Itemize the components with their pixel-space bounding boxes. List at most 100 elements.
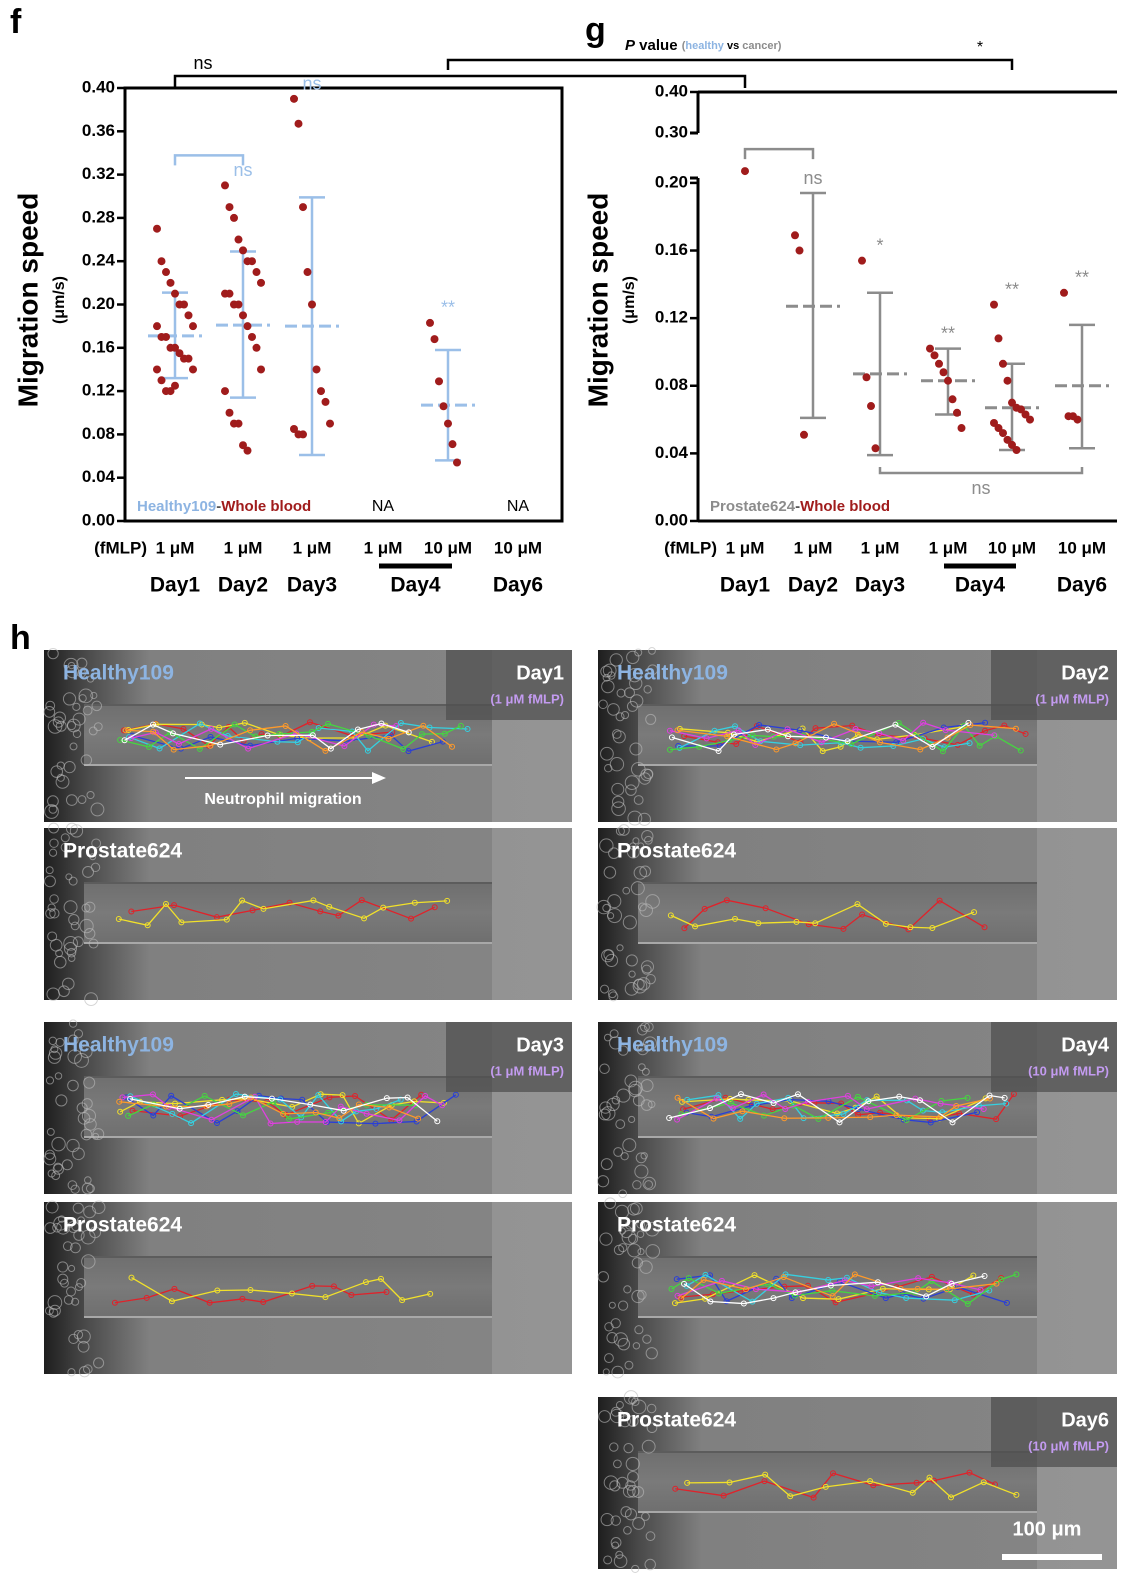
track-point: [715, 747, 722, 754]
cell: [601, 949, 615, 963]
cell: [596, 899, 611, 915]
track-point: [1012, 725, 1019, 732]
track: [675, 1471, 996, 1499]
cell: [71, 1222, 81, 1232]
cell: [610, 1406, 621, 1417]
track-point: [299, 1096, 306, 1103]
track-point: [903, 1117, 910, 1124]
cell: [641, 1067, 650, 1076]
track-point: [128, 908, 135, 915]
track-point: [913, 1479, 920, 1486]
cell: [74, 1052, 89, 1068]
track-point: [383, 1289, 390, 1296]
cell: [46, 987, 60, 1001]
y-tick-label: 0.20: [655, 172, 688, 191]
image-sample: Healthy109: [63, 1034, 174, 1057]
track-point: [317, 908, 324, 915]
track-point: [830, 1470, 837, 1477]
cell: [636, 1230, 645, 1239]
cell: [49, 908, 60, 919]
cell: [67, 1180, 78, 1190]
cell: [65, 822, 78, 835]
data-point: [221, 181, 229, 190]
track-point: [330, 1283, 337, 1290]
track-point: [737, 1091, 744, 1098]
track-point: [306, 719, 313, 726]
cell: [618, 1415, 631, 1428]
image-sample: Prostate624: [617, 1409, 736, 1432]
cell: [72, 1202, 84, 1214]
track-point: [671, 1300, 678, 1307]
track-point: [128, 1274, 135, 1281]
x-tick-label: 1 μM: [794, 538, 833, 557]
cell: [603, 1555, 613, 1565]
track-point: [397, 720, 404, 727]
data-point: [252, 343, 261, 352]
cell: [636, 1024, 648, 1036]
image-sample: Healthy109: [617, 662, 728, 685]
cell: [71, 1297, 80, 1306]
image-day: Day3: [516, 1034, 564, 1056]
cell: [628, 1396, 636, 1404]
y-tick-label: 0.04: [655, 443, 689, 462]
track-point: [666, 1115, 673, 1122]
track-point: [239, 897, 246, 904]
sample-part: -: [795, 498, 800, 515]
track-point: [315, 1091, 322, 1098]
day-label: Day6: [1057, 574, 1107, 597]
track-point: [929, 743, 936, 750]
track-point: [282, 722, 289, 729]
data-point: [225, 408, 234, 417]
channel-exit: [492, 1202, 572, 1374]
cell: [60, 1278, 69, 1288]
track-point: [119, 1094, 126, 1101]
image-sample: Healthy109: [617, 1034, 728, 1057]
track-point: [307, 1101, 314, 1108]
day-label: Day2: [218, 574, 268, 597]
day-label: Day6: [493, 574, 543, 597]
track-point: [377, 1275, 384, 1282]
cell: [69, 742, 78, 751]
track-point: [761, 1478, 768, 1485]
image-sample: Prostate624: [617, 1214, 736, 1237]
track-point: [247, 727, 254, 734]
data-point: [1073, 415, 1082, 424]
cell: [80, 1128, 93, 1141]
track-point: [723, 897, 730, 904]
track-point: [760, 1091, 767, 1098]
data-point: [239, 441, 247, 450]
cell: [632, 837, 640, 845]
data-point: [239, 311, 247, 320]
track-point: [231, 721, 238, 728]
cell: [609, 1442, 619, 1452]
cell: [63, 935, 78, 951]
channel-exit: [492, 828, 572, 1000]
track-point: [188, 1120, 195, 1127]
cell: [637, 842, 645, 850]
track-point: [710, 1115, 717, 1122]
data-point: [299, 203, 307, 212]
track-point: [176, 1105, 183, 1112]
track: [125, 724, 453, 752]
track-point: [992, 733, 999, 740]
data-point: [184, 354, 193, 363]
track-point: [794, 1091, 801, 1098]
track-point: [998, 1276, 1005, 1283]
track-point: [150, 1112, 157, 1119]
cell: [67, 1034, 79, 1046]
cell: [626, 1415, 639, 1427]
cell: [43, 706, 56, 718]
data-point: [871, 444, 880, 453]
track-point: [685, 1275, 692, 1282]
track-point: [667, 912, 674, 919]
cell: [66, 721, 77, 731]
cell: [637, 1248, 645, 1256]
cell: [44, 875, 56, 888]
track-point: [326, 903, 333, 910]
track-point: [762, 905, 769, 912]
track: [686, 1273, 990, 1303]
x-tick-label: 1 μM: [861, 538, 900, 557]
track-point: [715, 1092, 722, 1099]
cell: [43, 1152, 57, 1166]
